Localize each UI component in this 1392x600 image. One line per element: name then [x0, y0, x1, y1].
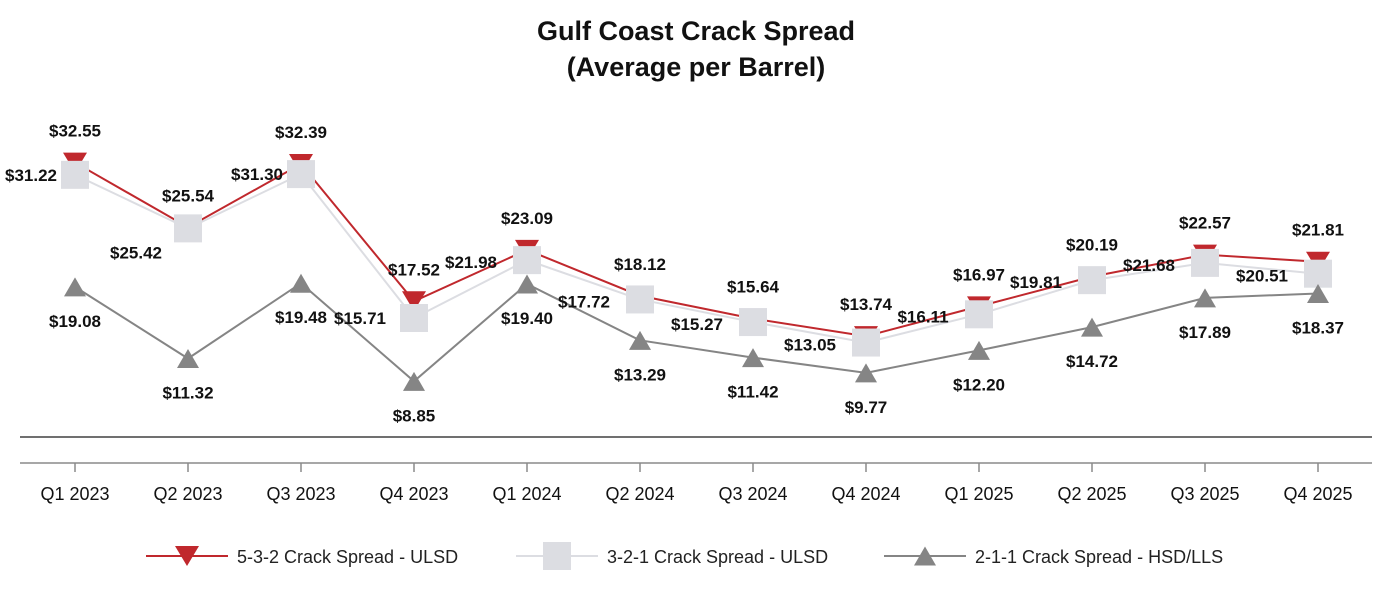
data-label: $15.27 [671, 315, 723, 334]
marker-square [543, 542, 571, 570]
legend-label-3: 2-1-1 Crack Spread - HSD/LLS [975, 547, 1223, 567]
x-tick-label: Q4 2023 [379, 484, 448, 504]
axes-group: Q1 2023 Q2 2023 Q3 2023 Q4 2023 Q1 2024 Q2 20… [20, 436, 1372, 504]
marker-triangle-up [403, 371, 425, 391]
data-label: $32.39 [275, 123, 327, 142]
marker-triangle-down [402, 291, 426, 312]
chart-title: Gulf Coast Crack Spread [536, 16, 856, 46]
marker-triangle-up [914, 546, 936, 566]
marker-square [852, 328, 880, 357]
series-line-1 [74, 161, 1319, 338]
data-label: $19.81 [1010, 273, 1062, 292]
data-label: $31.22 [5, 166, 57, 185]
marker-square [513, 246, 541, 275]
data-label: $19.08 [49, 312, 101, 331]
x-tick-label: Q3 2024 [718, 484, 787, 504]
data-label: $13.29 [614, 365, 666, 384]
chart-subtitle: (Average per Barrel) [566, 52, 826, 82]
data-label: $11.42 [727, 383, 778, 402]
data-label: $32.55 [49, 122, 101, 141]
data-label: $15.64 [727, 278, 780, 297]
marker-square [61, 160, 89, 189]
data-label: $19.40 [501, 309, 553, 328]
marker-triangle-up [64, 277, 86, 297]
x-tick-label: Q2 2024 [605, 484, 674, 504]
marker-square [739, 308, 767, 337]
data-label: $14.72 [1066, 352, 1118, 371]
legend-label-1: 5-3-2 Crack Spread - ULSD [237, 547, 458, 567]
x-tick-label: Q1 2024 [492, 484, 561, 504]
data-label: $21.81 [1292, 221, 1344, 240]
data-labels: $32.55 $25.54 $32.39 $17.52 $23.09 $18.12 $15.… [5, 122, 1344, 426]
data-label: $13.74 [840, 295, 893, 314]
data-label: $18.37 [1292, 318, 1344, 337]
marker-square [174, 214, 202, 243]
marker-square [400, 303, 428, 332]
x-tick-label: Q4 2024 [831, 484, 900, 504]
data-label: $17.72 [558, 292, 610, 311]
marker-triangle-up [629, 330, 651, 350]
marker-triangle-down [175, 546, 199, 566]
marker-square [626, 285, 654, 314]
x-tick-label: Q1 2025 [944, 484, 1013, 504]
marker-square [1304, 259, 1332, 288]
marker-triangle-up [968, 340, 990, 360]
data-label: $22.57 [1179, 214, 1231, 233]
marker-triangle-up [1194, 288, 1216, 308]
marker-triangle-up [742, 348, 764, 368]
marker-triangle-up [855, 363, 877, 383]
data-label: $20.51 [1236, 267, 1288, 286]
x-tick-label: Q3 2023 [266, 484, 335, 504]
data-label: $16.11 [897, 307, 948, 326]
marker-triangle-up [1081, 317, 1103, 337]
data-label: $17.52 [388, 260, 440, 279]
legend-label-2: 3-2-1 Crack Spread - ULSD [607, 547, 828, 567]
data-label: $13.05 [784, 336, 836, 355]
marker-triangle-up [1307, 283, 1329, 303]
data-label: $25.54 [162, 186, 215, 205]
data-label: $17.89 [1179, 323, 1231, 342]
data-label: $16.97 [953, 265, 1005, 284]
data-label: $20.19 [1066, 236, 1118, 255]
data-label: $31.30 [231, 165, 283, 184]
marker-triangle-up [516, 274, 538, 294]
x-tick-label: Q2 2025 [1057, 484, 1126, 504]
data-label: $8.85 [393, 406, 436, 425]
series-markers [61, 152, 1332, 391]
data-label: $18.12 [614, 255, 666, 274]
marker-square [1191, 248, 1219, 277]
series-lines [74, 161, 1319, 383]
x-tick-label: Q2 2023 [153, 484, 222, 504]
marker-triangle-up [177, 349, 199, 369]
series-line-2 [74, 172, 1319, 344]
data-label: $21.68 [1123, 256, 1175, 275]
data-label: $25.42 [110, 243, 162, 262]
marker-square [1078, 266, 1106, 295]
data-label: $11.32 [162, 384, 213, 403]
x-tick-label: Q4 2025 [1283, 484, 1352, 504]
data-label: $12.20 [953, 375, 1005, 394]
series-line-3 [74, 281, 1319, 383]
data-label: $21.98 [445, 253, 497, 272]
data-label: $19.48 [275, 308, 327, 327]
data-label: $23.09 [501, 209, 553, 228]
marker-square [287, 160, 315, 189]
marker-triangle-up [290, 273, 312, 293]
x-tick-label: Q3 2025 [1170, 484, 1239, 504]
legend: 5-3-2 Crack Spread - ULSD 3-2-1 Crack Spr… [146, 542, 1223, 570]
marker-square [965, 300, 993, 329]
data-label: $9.77 [845, 398, 888, 417]
x-tick-label: Q1 2023 [40, 484, 109, 504]
data-label: $15.71 [334, 309, 386, 328]
